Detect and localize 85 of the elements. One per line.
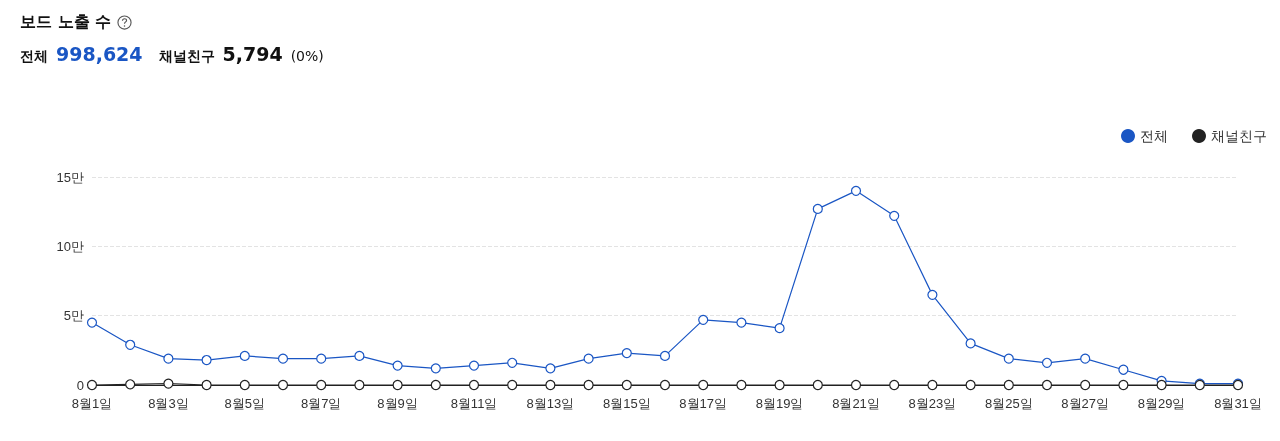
- point: [736, 317, 747, 328]
- point: [201, 354, 212, 366]
- x-tick-label: 8월29일: [1137, 396, 1186, 411]
- point: [86, 379, 98, 391]
- point: [1118, 379, 1129, 391]
- point: [812, 203, 823, 214]
- x-tick-label: 8월11일: [450, 396, 498, 411]
- y-tick-label: 5만: [63, 308, 84, 324]
- point: [850, 379, 862, 391]
- point: [1003, 379, 1014, 391]
- point: [927, 379, 938, 391]
- point: [163, 378, 174, 389]
- x-tick-label: 8월25일: [984, 396, 1033, 411]
- text: 전체: [20, 48, 48, 66]
- point: [316, 379, 327, 391]
- text: 998,624: [56, 43, 143, 65]
- point: [239, 350, 250, 361]
- y-tick-label: 10만: [56, 238, 84, 254]
- point: [468, 360, 480, 371]
- point: [392, 360, 403, 371]
- text: (0%): [290, 48, 324, 64]
- point: [86, 317, 98, 328]
- point: [125, 339, 136, 350]
- point: [316, 353, 327, 364]
- point: [277, 379, 289, 391]
- point: [354, 350, 365, 361]
- point: [1118, 364, 1129, 375]
- point: [927, 289, 938, 300]
- x-tick-label: 8월17일: [679, 396, 728, 411]
- point: [965, 338, 976, 349]
- x-tick-label: 8월27일: [1061, 396, 1110, 411]
- point: [545, 379, 556, 391]
- point: [392, 379, 403, 391]
- point: [736, 379, 747, 391]
- point: [965, 379, 976, 391]
- point: [621, 379, 632, 391]
- x-tick-label: 8월21일: [832, 396, 880, 411]
- x-tick-label: 8월9일: [377, 396, 418, 411]
- point: [1041, 379, 1053, 391]
- x-tick-label: 8월15일: [602, 396, 651, 411]
- x-tick-label: 8월19일: [755, 396, 804, 411]
- point: [889, 210, 900, 221]
- point: [774, 379, 785, 391]
- point: [1003, 353, 1014, 364]
- point: [850, 185, 862, 196]
- point: [507, 379, 518, 391]
- x-tick-label: 8월1일: [71, 396, 113, 411]
- point: [239, 379, 250, 391]
- point: [1080, 379, 1091, 391]
- point: [774, 323, 785, 334]
- point: [1041, 357, 1053, 368]
- legend-label: 전체: [1140, 128, 1168, 144]
- point: [659, 379, 671, 391]
- point: [889, 379, 900, 391]
- point: [1156, 379, 1167, 391]
- x-tick-label: 8월31일: [1214, 396, 1262, 411]
- y-tick-label: 15만: [56, 169, 84, 185]
- point: [659, 350, 671, 361]
- point: [507, 357, 518, 368]
- point: [354, 379, 365, 391]
- point: [698, 314, 709, 325]
- point: [545, 363, 556, 374]
- x-tick-label: 8월5일: [224, 396, 266, 411]
- point: [812, 379, 823, 391]
- text: 채널친구: [158, 48, 215, 66]
- point: [1080, 353, 1091, 364]
- point: [468, 379, 480, 391]
- point: [201, 379, 212, 391]
- x-tick-label: 8월7일: [300, 396, 342, 411]
- chart-title: 보드 노출 수: [20, 12, 112, 33]
- legend-label: 채널친구: [1211, 128, 1267, 144]
- x-tick-label: 8월23일: [908, 396, 957, 411]
- point: [125, 379, 136, 390]
- point: [583, 379, 594, 391]
- point: [698, 379, 709, 391]
- text: 5,794: [222, 43, 283, 65]
- point: [583, 353, 594, 364]
- point: [430, 363, 441, 374]
- y-tick-label: 0: [76, 377, 84, 393]
- point: [621, 348, 632, 359]
- x-tick-label: 8월3일: [148, 396, 189, 411]
- point: [277, 353, 289, 364]
- point: [163, 353, 174, 364]
- x-tick-label: 8월13일: [526, 396, 575, 411]
- point: [430, 379, 441, 391]
